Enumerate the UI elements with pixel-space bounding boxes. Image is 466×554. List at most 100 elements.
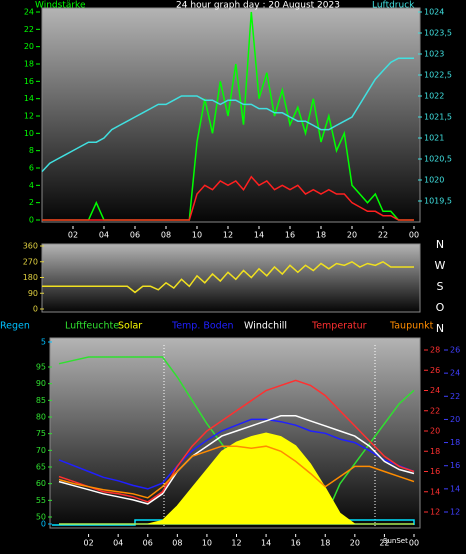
legend-entry: Solar (118, 321, 142, 332)
x-tick-label: 02 (68, 231, 78, 240)
y-tick-label: 50 (36, 513, 46, 522)
y-tick-label: 70 (36, 446, 46, 455)
compass-label: W (435, 259, 446, 272)
y-tick-label: 24 (24, 8, 34, 17)
x-tick-label: 08 (161, 231, 171, 240)
y2-tick-label: 1023 (424, 50, 444, 59)
y2-tick-label: 1022 (424, 92, 444, 101)
y-tick-label: 65 (36, 463, 46, 472)
y2-tick-label: 1021 (424, 134, 444, 143)
x-tick-label: 00 (409, 231, 419, 240)
legend-entry: Regen (0, 321, 30, 332)
x-tick-label: 06 (130, 231, 140, 240)
y-tick-label: 18 (24, 60, 34, 69)
x-tick-label: 00 (409, 539, 419, 548)
x-tick-label: 12 (223, 231, 233, 240)
y3-tick-label: 26 (450, 346, 460, 355)
legend-entry: Temp. Boden (171, 321, 234, 332)
y2-tick-label: 28 (430, 346, 440, 355)
compass-label: S (437, 280, 444, 293)
series-line (41, 57, 414, 173)
x-tick-label: 22 (378, 231, 388, 240)
series-line (58, 418, 415, 490)
y-tick-label: 90 (28, 289, 38, 298)
y2-tick-label: 18 (430, 447, 440, 456)
y-tick-label: 0 (33, 305, 38, 314)
chart-title: 24 hour graph day : 20 August 2023 (176, 1, 340, 11)
series-line (42, 260, 414, 294)
legend-entry: Temperatur (311, 321, 367, 332)
y-tick-label: 270 (23, 257, 38, 266)
x-tick-label: 18 (316, 231, 326, 240)
x-tick-label: 16 (285, 231, 295, 240)
y-tick-label: 4 (29, 181, 34, 190)
compass-label: N (436, 238, 444, 251)
series-line (58, 445, 415, 499)
x-tick-label: 16 (291, 539, 301, 548)
y3-tick-label: 12 (450, 508, 460, 517)
y-tick-label: 0 (29, 216, 34, 225)
x-tick-label: 06 (143, 539, 153, 548)
sun-indicator (52, 519, 415, 526)
compass-label: N (436, 322, 444, 335)
legend-pressure: Luftdruck (372, 1, 415, 11)
y-tick-label: 180 (23, 273, 38, 282)
y2-tick-label: 1020 (424, 176, 444, 185)
x-tick-label: 22 (379, 539, 389, 548)
y2-tick-label: 24 (430, 386, 440, 395)
x-tick-label: 08 (172, 539, 182, 548)
legend-entry: Luftfeuchte (65, 321, 119, 332)
y2-tick-label: 1021,5 (424, 113, 452, 122)
y-tick-label: 10 (24, 129, 34, 138)
x-tick-label: 14 (261, 539, 271, 548)
y-tick-label: 2 (29, 198, 34, 207)
legend-entry: Taupunkt (389, 321, 434, 332)
x-tick-label: 14 (254, 231, 264, 240)
y3-tick-label: 20 (450, 415, 460, 424)
y3-tick-label: 18 (450, 438, 460, 447)
x-tick-label: 04 (113, 539, 123, 548)
y4-tick-label: 0 (41, 520, 46, 529)
panel-direction (41, 243, 421, 313)
compass-label: O (436, 301, 445, 314)
x-tick-label: 20 (347, 231, 357, 240)
legend-wind: Windstärke (35, 1, 86, 11)
y-tick-label: 22 (24, 25, 34, 34)
y-tick-label: 75 (36, 429, 46, 438)
y-tick-label: 85 (36, 396, 46, 405)
x-tick-label: 18 (320, 539, 330, 548)
y-tick-label: 6 (29, 164, 34, 173)
y-tick-label: 20 (24, 42, 34, 51)
y-tick-label: 8 (29, 146, 34, 155)
sunset-label: SunSet (383, 537, 408, 545)
y4-tick-label: 5 (41, 338, 46, 347)
solar-area (59, 432, 414, 525)
y2-tick-label: 1019,5 (424, 197, 452, 206)
x-tick-label: 20 (350, 539, 360, 548)
y-tick-label: 95 (36, 363, 46, 372)
y3-tick-label: 16 (450, 461, 460, 470)
x-tick-label: 10 (192, 231, 202, 240)
legend-entry: Windchill (244, 321, 287, 332)
y2-tick-label: 1022,5 (424, 71, 452, 80)
series-line (58, 415, 415, 505)
y2-tick-label: 16 (430, 467, 440, 476)
y-tick-label: 55 (36, 496, 46, 505)
y-tick-label: 360 (23, 242, 38, 251)
y3-tick-label: 14 (450, 484, 460, 493)
y2-tick-label: 20 (430, 427, 440, 436)
series-line (42, 175, 414, 221)
y-tick-label: 12 (24, 112, 34, 121)
y-tick-label: 14 (24, 94, 34, 103)
y2-tick-label: 22 (430, 406, 440, 415)
y-tick-label: 16 (24, 77, 34, 86)
y2-tick-label: 1020,5 (424, 155, 452, 164)
y-tick-label: 90 (36, 379, 46, 388)
y2-tick-label: 12 (430, 508, 440, 517)
y2-tick-label: 26 (430, 366, 440, 375)
y-tick-label: 80 (36, 413, 46, 422)
y2-tick-label: 1023,5 (424, 29, 452, 38)
panel-pressure-wind (41, 7, 421, 223)
series-line (58, 379, 415, 503)
